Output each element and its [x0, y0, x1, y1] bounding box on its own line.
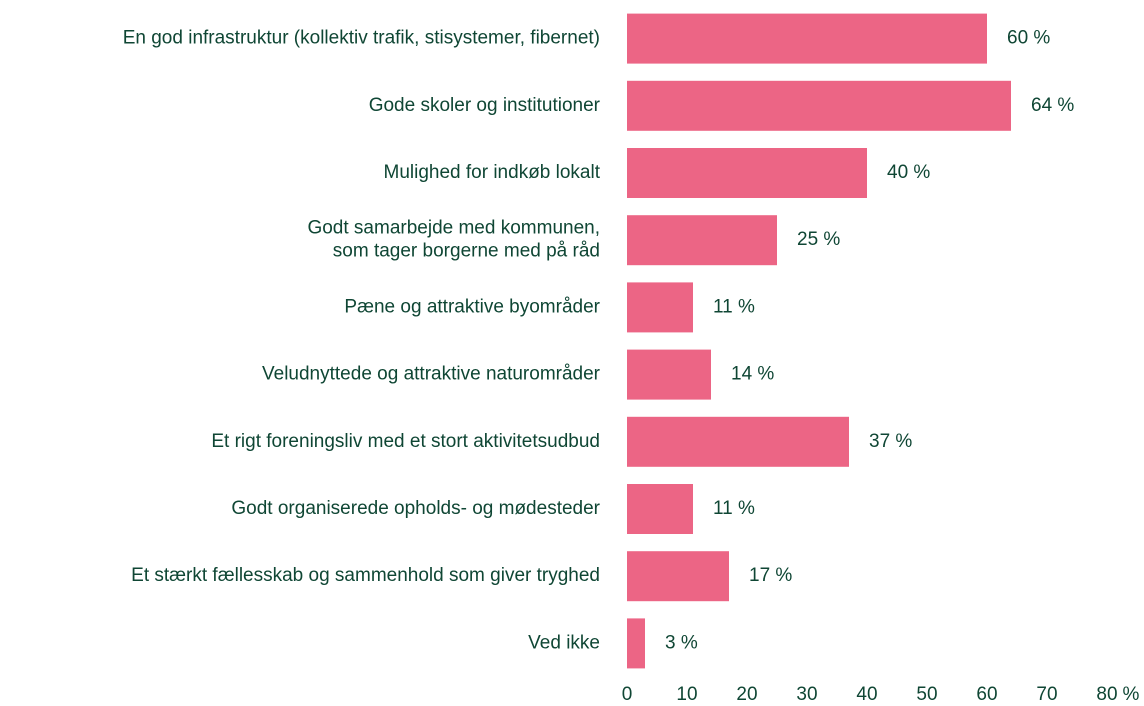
category-label: En god infrastruktur (kollektiv trafik, …	[123, 28, 600, 49]
category-label: Pæne og attraktive byområder	[344, 296, 600, 317]
bar	[627, 484, 693, 534]
x-tick-label: 0	[622, 684, 633, 705]
value-label: 60 %	[1007, 28, 1050, 49]
x-tick-label: 60	[976, 684, 997, 705]
category-label: Et stærkt fællesskab og sammenhold som g…	[131, 565, 600, 586]
value-label: 3 %	[665, 632, 698, 653]
bar	[627, 282, 693, 333]
bar	[627, 349, 711, 400]
value-label: 37 %	[869, 431, 912, 452]
category-label: Veludnyttede og attraktive naturområder	[262, 364, 601, 385]
x-axis-label: %	[1123, 684, 1140, 705]
x-tick-label: 30	[796, 684, 817, 705]
value-label: 25 %	[797, 229, 840, 250]
value-label: 64 %	[1031, 95, 1074, 116]
value-label: 11 %	[713, 498, 755, 519]
x-tick-label: 40	[856, 684, 877, 705]
value-label: 17 %	[749, 565, 792, 586]
category-label: Et rigt foreningsliv med et stort aktivi…	[211, 431, 600, 452]
x-tick-label: 10	[676, 684, 697, 705]
bar	[627, 80, 1011, 131]
category-label: Mulighed for indkøb lokalt	[384, 162, 601, 183]
bar	[627, 551, 729, 602]
category-label: Godt samarbejde med kommunen, som tager b…	[307, 218, 600, 262]
value-label: 14 %	[731, 364, 774, 385]
bar	[627, 416, 849, 467]
bar	[627, 13, 987, 64]
value-label: 11 %	[713, 296, 755, 317]
bar	[627, 148, 867, 198]
category-label: Gode skoler og institutioner	[369, 95, 601, 116]
x-tick-label: 50	[916, 684, 937, 705]
category-label: Ved ikke	[528, 632, 600, 653]
bar	[627, 618, 645, 669]
x-tick-label: 70	[1036, 684, 1057, 705]
value-label: 40 %	[887, 162, 930, 183]
x-tick-label: 80	[1096, 684, 1117, 705]
x-tick-label: 20	[736, 684, 757, 705]
category-label: Godt organiserede opholds- og mødesteder	[231, 498, 600, 519]
bar	[627, 215, 777, 266]
